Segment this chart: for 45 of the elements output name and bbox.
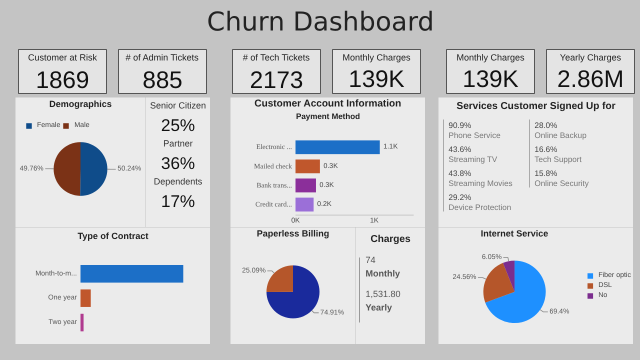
text: Tech Support [534,155,582,164]
text: # of Tech Tickets [242,52,310,62]
chart-title: Type of Contract [78,231,148,242]
text: Streaming TV [448,155,498,164]
chart-title: Paperless Billing [256,228,330,238]
text: Senior Citizen [150,100,206,110]
text: 25% [160,116,196,135]
chart-subtitle: Payment Method [296,112,360,122]
text: 2173 [250,67,304,94]
text: Online Backup [534,131,588,140]
text: 43.8% [448,169,472,178]
text: Partner [163,138,193,148]
text: 1869 [36,67,90,94]
text: Yearly [366,302,392,312]
text: 15.8% [534,169,558,178]
text: 28.0% [534,121,558,130]
text: 74 [366,255,376,265]
text: 139K [462,66,519,93]
text: 29.2% [448,193,472,202]
text: Streaming Movies [448,179,513,188]
text: Device Protection [448,203,512,212]
text: Online Security [534,179,589,188]
text: 16.6% [534,145,558,154]
text: Phone Service [448,131,502,140]
chart-title: Customer Account Information [254,98,402,110]
text: 885 [142,67,183,94]
text: 36% [160,154,196,173]
text: Monthly Charges [456,52,526,62]
text: 1,531.80 [366,289,401,299]
text: 17% [160,192,196,211]
text: Churn Dashboard [206,8,434,38]
text: # of Admin Tickets [126,52,200,62]
text: 2.86M [557,66,624,93]
chart-title: Demographics [49,99,112,109]
text: Monthly [366,268,400,278]
text: Services Customer Signed Up for [456,101,616,112]
text: Dependents [154,176,203,186]
text: Monthly Charges [342,52,412,62]
text: Customer at Risk [28,52,98,62]
text: Charges [370,234,411,245]
chart-title: Internet Service [480,228,548,238]
text: 43.6% [448,145,472,154]
text: 90.9% [448,121,472,130]
text: Yearly Charges [560,52,622,62]
text: 139K [348,66,405,93]
